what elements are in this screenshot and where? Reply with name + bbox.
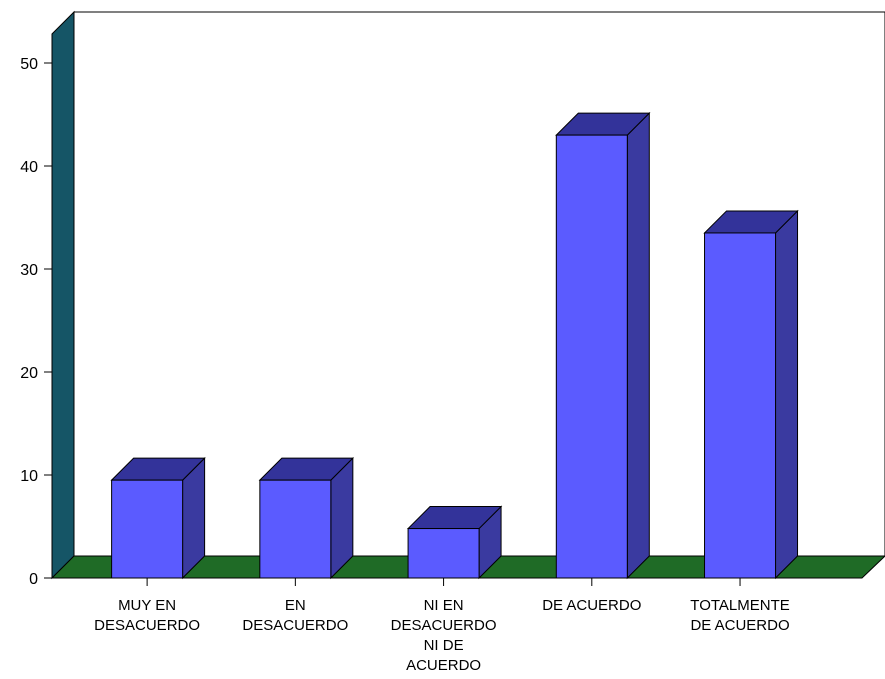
x-category-label: MUY EN DESACUERDO [94, 597, 200, 634]
bar-front [704, 232, 777, 579]
bar-front [111, 479, 184, 579]
x-category-label: TOTALMENTE DE ACUERDO [690, 597, 789, 634]
y-tick-label: 20 [20, 365, 38, 382]
y-tick-label: 30 [20, 262, 38, 279]
x-category-label-line: MUY EN [118, 597, 176, 614]
x-category-label-line: DESACUERDO [391, 617, 497, 634]
bar-front [259, 479, 332, 579]
y-tick-label: 0 [29, 571, 38, 588]
chart-side-wall [51, 10, 75, 580]
x-category-label: DE ACUERDO [542, 597, 641, 614]
x-category-label-line: NI EN [424, 597, 464, 614]
x-category-label-line: DESACUERDO [242, 617, 348, 634]
bar [555, 111, 651, 580]
bar [703, 209, 799, 580]
bar-side [775, 209, 799, 580]
x-category-label-line: ACUERDO [406, 657, 481, 674]
x-category-label-line: NI DE [424, 637, 464, 654]
bar-series [110, 111, 799, 580]
x-category-label-line: DESACUERDO [94, 617, 200, 634]
x-category-label-line: DE ACUERDO [690, 617, 789, 634]
x-category-label-line: TOTALMENTE [690, 597, 789, 614]
x-axis-labels: MUY EN DESACUERDO EN DESACUERDO NI EN DESACUE… [94, 578, 790, 674]
x-category-label-line: DE ACUERDO [542, 597, 641, 614]
y-tick-label: 50 [20, 56, 38, 73]
x-category-label: NI EN DESACUERDO NI DE ACUERDO [391, 597, 497, 674]
bar-front [555, 134, 628, 579]
y-tick-label: 40 [20, 159, 38, 176]
bar-front [407, 528, 480, 579]
x-category-label-line: EN [285, 597, 306, 614]
bar-side [626, 111, 650, 580]
bar [110, 456, 206, 580]
x-category-label: EN DESACUERDO [242, 597, 348, 634]
bar [258, 456, 355, 580]
bar [406, 505, 503, 580]
y-axis-ticks: 0 10 20 30 40 50 [20, 56, 52, 588]
y-tick-label: 10 [20, 468, 38, 485]
